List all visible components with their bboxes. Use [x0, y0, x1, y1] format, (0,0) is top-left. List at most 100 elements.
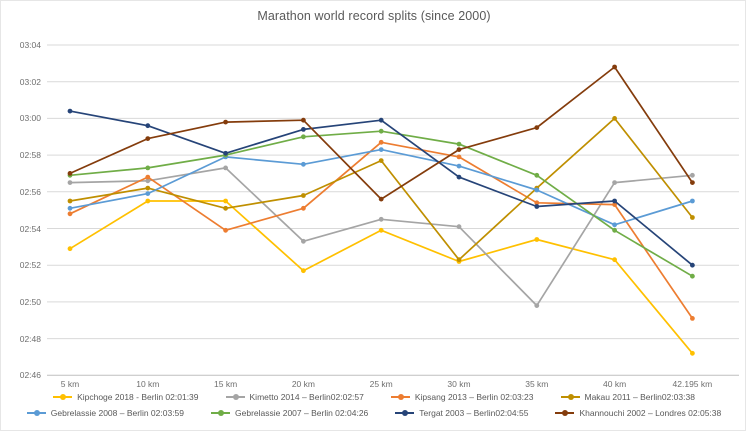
x-tick-label: 15 km: [214, 379, 238, 389]
y-tick-label: 02:52: [19, 260, 41, 271]
data-point: [612, 227, 617, 233]
data-point: [378, 158, 384, 164]
data-point: [534, 125, 540, 130]
data-point: [67, 246, 73, 252]
series-line-kipchoge-2018: [69, 200, 694, 354]
y-tick-label: 02:56: [19, 186, 41, 197]
y-tick-label: 02:48: [19, 333, 41, 344]
legend-item-kipchoge-2018: Kipchoge 2018 - Berlin 02:01:39: [53, 392, 199, 402]
data-point: [301, 268, 306, 274]
legend-line-marker-icon: [390, 394, 410, 400]
data-point: [690, 350, 695, 356]
data-point: [456, 257, 462, 263]
y-tick-label: 02:46: [19, 370, 41, 381]
x-tick-label: 40 km: [603, 379, 627, 389]
legend-item-gebrelassie-2008: Gebrelassie 2008 – Berlin 02:03:59: [26, 408, 185, 418]
data-point: [301, 205, 306, 211]
data-point: [223, 165, 229, 171]
data-point: [456, 224, 462, 230]
data-point: [612, 222, 617, 228]
legend-label: Makau 2011 – Berlin02:03:38: [584, 392, 695, 402]
data-point: [67, 211, 73, 217]
data-point: [534, 187, 540, 193]
data-point: [145, 191, 151, 197]
data-point: [67, 198, 73, 204]
data-point: [456, 154, 462, 160]
data-point: [223, 205, 229, 211]
legend-label: Kipsang 2013 – Berlin 02:03:23: [414, 392, 534, 402]
legend-item-gebrelassie-2007: Gebrelassie 2007 – Berlin 02:04:26: [211, 408, 368, 418]
data-point: [301, 193, 306, 198]
legend-item-tergat-2003: Tergat 2003 – Berlin02:04:55: [395, 408, 528, 418]
data-point: [378, 139, 384, 145]
x-tick-label: 30 km: [447, 379, 471, 389]
data-point: [301, 134, 306, 140]
data-point: [378, 196, 384, 202]
legend-row-2: Gebrelassie 2008 – Berlin 02:03:59 Gebrel…: [1, 408, 745, 418]
data-point: [67, 171, 73, 176]
legend-label: Khannouchi 2002 – Londres 02:05:38: [579, 408, 722, 418]
data-point: [223, 198, 229, 204]
data-point: [301, 117, 306, 123]
y-tick-label: 03:02: [19, 76, 41, 87]
data-point: [145, 174, 151, 180]
legend-item-khannouchi-2002: Khannouchi 2002 – Londres 02:05:38: [555, 408, 721, 418]
data-point: [456, 174, 462, 180]
data-point: [456, 147, 462, 153]
legend-label: Tergat 2003 – Berlin02:04:55: [419, 408, 529, 418]
data-point: [690, 316, 695, 321]
data-point: [534, 172, 540, 178]
data-point: [690, 180, 695, 186]
legend-label: Kimetto 2014 – Berlin02:02:57: [249, 392, 364, 402]
data-point: [301, 161, 306, 167]
data-point: [690, 198, 695, 204]
x-tick-label: 35 km: [525, 379, 549, 389]
y-tick-label: 03:04: [19, 40, 41, 50]
data-point: [301, 126, 306, 132]
series-line-makau-2011: [69, 117, 694, 261]
data-point: [378, 117, 384, 123]
data-point: [145, 185, 151, 191]
legend-line-marker-icon: [26, 410, 46, 416]
data-point: [378, 216, 384, 222]
data-point: [67, 205, 73, 211]
data-point: [612, 116, 617, 121]
chart-title: Marathon world record splits (since 2000…: [257, 9, 491, 23]
legend-label: Gebrelassie 2008 – Berlin 02:03:59: [50, 408, 185, 418]
data-point: [223, 150, 229, 156]
data-point: [690, 172, 695, 178]
data-point: [690, 273, 695, 279]
data-point: [145, 198, 151, 204]
x-tick-label: 5 km: [60, 379, 80, 389]
legend-line-marker-icon: [395, 410, 415, 416]
data-point: [534, 200, 540, 206]
data-point: [612, 64, 617, 70]
data-point: [690, 215, 695, 220]
legend-line-marker-icon: [560, 394, 580, 400]
legend-line-marker-icon: [555, 410, 575, 416]
legend-line-marker-icon: [53, 394, 73, 400]
x-tick-label: 25 km: [369, 379, 393, 389]
data-point: [378, 227, 384, 233]
data-point: [223, 227, 229, 233]
data-point: [145, 136, 151, 142]
y-tick-label: 02:50: [19, 296, 41, 307]
data-point: [223, 119, 229, 125]
data-point: [690, 262, 695, 268]
data-point: [534, 237, 540, 242]
x-tick-label: 42.195 km: [672, 379, 713, 389]
legend-label: Kipchoge 2018 - Berlin 02:01:39: [77, 392, 199, 402]
y-tick-label: 03:00: [19, 113, 41, 124]
data-point: [378, 147, 384, 153]
data-point: [145, 123, 151, 129]
data-point: [456, 163, 462, 169]
data-point: [67, 180, 73, 186]
data-point: [145, 178, 151, 184]
legend-row-1: Kipchoge 2018 - Berlin 02:01:39 Kimetto 2…: [1, 392, 745, 402]
legend-item-makau-2011: Makau 2011 – Berlin02:03:38: [560, 392, 695, 402]
x-tick-label: 10 km: [136, 379, 160, 389]
data-point: [534, 204, 540, 209]
y-tick-label: 02:54: [19, 223, 41, 234]
y-tick-label: 02:58: [19, 150, 41, 161]
